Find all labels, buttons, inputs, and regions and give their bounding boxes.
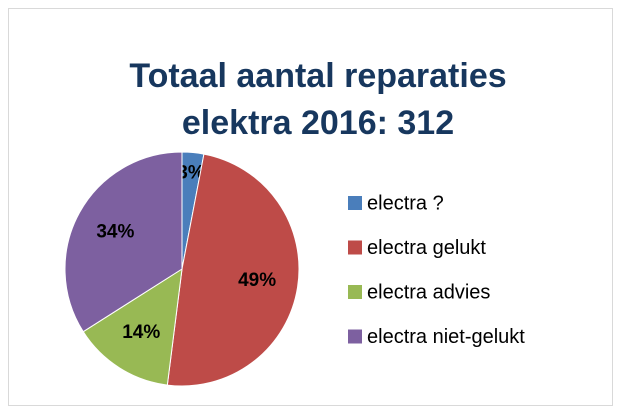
- chart-title: Totaal aantal reparaties: [129, 57, 506, 95]
- pie-slice: [82, 268, 183, 386]
- pie-slice: [64, 151, 183, 333]
- legend-label: electra advies: [367, 281, 490, 303]
- data-label: 49%: [238, 270, 276, 291]
- data-label: 34%: [96, 221, 134, 242]
- legend-swatch: [348, 285, 362, 299]
- legend-swatch: [348, 329, 362, 344]
- legend-swatch: [348, 240, 362, 255]
- chart-title: elektra 2016: 312: [182, 104, 454, 142]
- legend-label: electra niet-gelukt: [367, 326, 525, 348]
- data-label: 14%: [122, 322, 160, 343]
- data-label: 3%: [177, 163, 205, 184]
- pie-slice: [166, 153, 300, 387]
- legend-swatch: [348, 196, 362, 210]
- legend-label: electra gelukt: [367, 237, 486, 259]
- legend-label: electra ?: [367, 192, 444, 214]
